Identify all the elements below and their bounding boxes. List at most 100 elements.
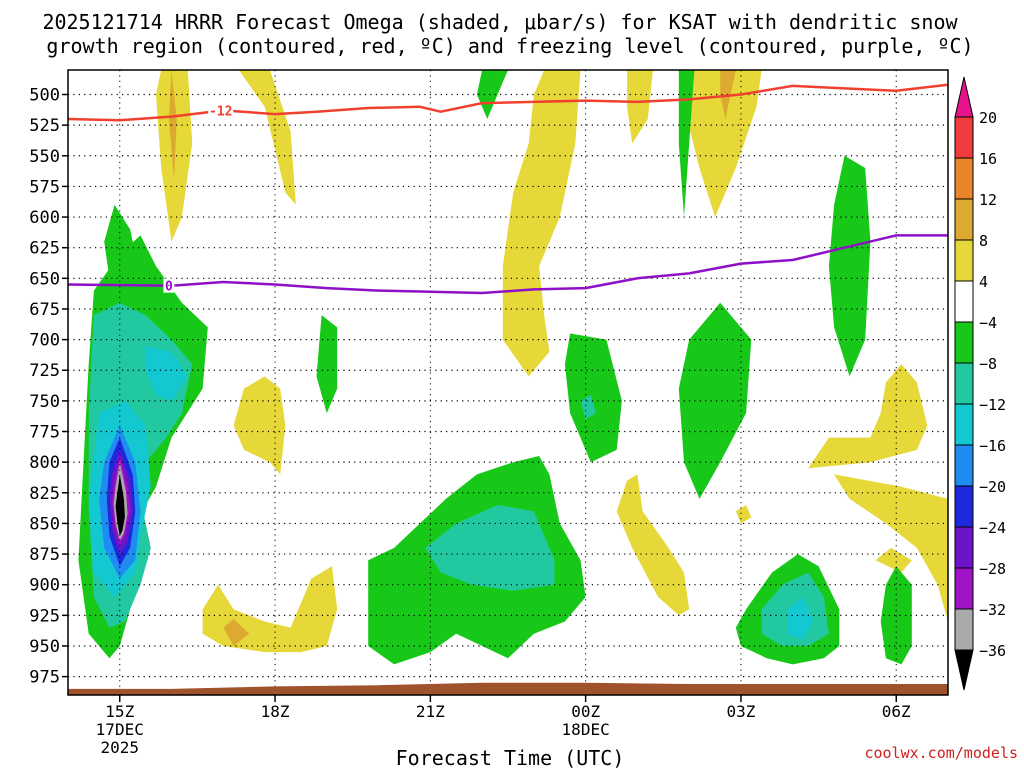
omega-region-33 xyxy=(115,474,125,536)
omega-region-1 xyxy=(168,70,177,181)
colorbar-bin-11 xyxy=(954,567,974,610)
omega-region-20 xyxy=(678,302,752,499)
colorbar-label-8: −16 xyxy=(979,437,1006,455)
x-tick-year-15Z: 2025 xyxy=(100,738,139,757)
omega-region-5 xyxy=(678,70,762,218)
y-tick-label-900: 900 xyxy=(29,576,60,596)
colorbar-label-3: 8 xyxy=(979,232,988,250)
x-tick-label-15Z: 15Z xyxy=(105,702,134,721)
colorbar-label-1: 16 xyxy=(979,150,997,168)
chart-title-line1: 2025121714 HRRR Forecast Omega (shaded, … xyxy=(42,10,958,34)
colorbar-bin-3 xyxy=(954,239,974,282)
omega-region-39 xyxy=(880,566,912,665)
y-tick-label-875: 875 xyxy=(29,545,60,565)
colorbar-label-2: 12 xyxy=(979,191,997,209)
x-tick-date-00Z: 18DEC xyxy=(562,720,610,739)
omega-region-3 xyxy=(502,70,581,377)
colorbar-label-5: −4 xyxy=(979,314,997,332)
y-tick-label-725: 725 xyxy=(29,361,60,381)
y-tick-label-700: 700 xyxy=(29,331,60,351)
omega-region-26 xyxy=(145,345,188,401)
omega-region-2 xyxy=(238,70,296,205)
omega-region-13 xyxy=(808,364,928,469)
colorbar-over-triangle xyxy=(954,76,974,118)
colorbar-label-12: −32 xyxy=(979,601,1006,619)
y-tick-label-775: 775 xyxy=(29,423,60,443)
colorbar-label-6: −8 xyxy=(979,355,997,373)
terrain-layer xyxy=(68,682,948,695)
freezing-level-0-line xyxy=(68,234,948,295)
colorbar-label-13: −36 xyxy=(979,642,1006,660)
colorbar-label-4: 4 xyxy=(979,273,988,291)
colorbar-label-0: 20 xyxy=(979,109,997,127)
plot-frame xyxy=(67,69,949,696)
y-tick-label-600: 600 xyxy=(29,208,60,228)
colorbar-label-11: −28 xyxy=(979,560,1006,578)
x-tick-label-03Z: 03Z xyxy=(726,702,755,721)
y-tick-label-575: 575 xyxy=(29,177,60,197)
y-tick-label-750: 750 xyxy=(29,392,60,412)
y-tick-label-975: 975 xyxy=(29,668,60,688)
colorbar-bin-10 xyxy=(954,526,974,569)
colorbar-bin-12 xyxy=(954,608,974,651)
colorbar-bin-6 xyxy=(954,362,974,405)
y-tick-label-675: 675 xyxy=(29,300,60,320)
x-axis-label: Forecast Time (UTC) xyxy=(396,746,625,768)
colorbar-bin-4 xyxy=(954,280,974,323)
dgz-minus12-label: -12 xyxy=(209,105,232,120)
freezing-level-0-label: 0 xyxy=(165,280,173,295)
colorbar-under-triangle xyxy=(954,649,974,691)
x-tick-date-15Z: 17DEC xyxy=(96,720,144,739)
omega-shaded-regions xyxy=(78,70,948,665)
y-tick-label-550: 550 xyxy=(29,147,60,167)
y-tick-label-825: 825 xyxy=(29,484,60,504)
y-axis-pressure: 500 525 550 575 600 625 650 675 700 725 750 775 800 8… xyxy=(29,86,68,688)
omega-region-18 xyxy=(828,155,871,377)
colorbar-bin-5 xyxy=(954,321,974,364)
omega-region-14 xyxy=(834,474,948,622)
credit-text: coolwx.com/models xyxy=(864,744,1018,762)
contour-lines: -12 0 xyxy=(68,83,948,295)
y-tick-label-625: 625 xyxy=(29,239,60,259)
colorbar-bin-8 xyxy=(954,444,974,487)
y-tick-label-800: 800 xyxy=(29,453,60,473)
y-tick-label-525: 525 xyxy=(29,116,60,136)
y-tick-label-925: 925 xyxy=(29,606,60,626)
chart-title-line2: growth region (contoured, red, ºC) and f… xyxy=(46,34,973,58)
omega-region-19 xyxy=(316,315,338,414)
terrain-fill xyxy=(68,682,948,695)
colorbar-bin-9 xyxy=(954,485,974,528)
omega-region-4 xyxy=(627,70,653,144)
omega-region-16 xyxy=(476,70,508,119)
colorbar-label-9: −20 xyxy=(979,478,1006,496)
omega-region-10 xyxy=(223,619,250,646)
y-tick-label-650: 650 xyxy=(29,269,60,289)
plot-area: -12 0 xyxy=(68,70,948,695)
colorbar-bin-2 xyxy=(954,198,974,241)
y-tick-label-950: 950 xyxy=(29,637,60,657)
colorbar-label-7: −12 xyxy=(979,396,1006,414)
colorbar: 20 16 12 8 4 −4 −8 −12 −16 −20 −24 −28 −32 −36 xyxy=(954,76,1006,691)
x-tick-label-21Z: 21Z xyxy=(416,702,445,721)
omega-region-12 xyxy=(735,505,752,524)
omega-region-11 xyxy=(616,474,690,616)
freezing-level-0-label-bg xyxy=(163,278,175,293)
dgz-minus12-label-bg xyxy=(208,103,234,118)
y-tick-label-500: 500 xyxy=(29,86,60,106)
x-tick-label-18Z: 18Z xyxy=(261,702,290,721)
omega-region-17 xyxy=(678,70,695,218)
omega-region-35 xyxy=(425,505,555,591)
grid-lines xyxy=(68,70,948,695)
omega-region-21 xyxy=(564,333,622,463)
x-tick-label-06Z: 06Z xyxy=(882,702,911,721)
omega-region-38 xyxy=(787,597,814,640)
x-tick-label-00Z: 00Z xyxy=(571,702,600,721)
colorbar-label-10: −24 xyxy=(979,519,1006,537)
colorbar-bin-7 xyxy=(954,403,974,446)
y-tick-label-850: 850 xyxy=(29,514,60,534)
omega-region-24 xyxy=(104,204,141,303)
colorbar-bin-1 xyxy=(954,157,974,200)
colorbar-bin-0 xyxy=(954,116,974,159)
